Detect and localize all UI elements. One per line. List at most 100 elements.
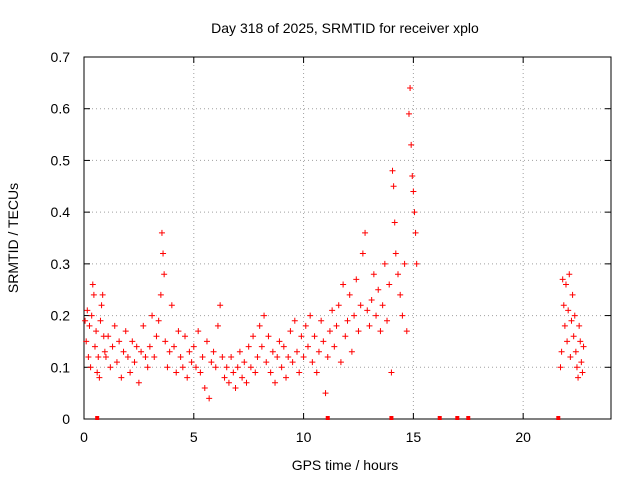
data-point [381,260,388,267]
data-point [329,307,336,314]
data-point [407,85,414,92]
data-point [243,379,250,386]
data-point [411,209,418,216]
data-point [573,364,580,371]
data-point [370,271,377,278]
data-point [265,333,272,340]
data-point [392,250,399,257]
data-point [157,291,164,298]
data-point [160,250,167,257]
data-point [171,343,178,350]
data-point [557,364,564,371]
data-point [135,379,142,386]
data-point [320,338,327,345]
data-point [201,384,208,391]
data-point [95,353,102,360]
data-point [357,302,364,309]
data-point [561,322,568,329]
data-point [355,328,362,335]
data-point [236,348,243,355]
data-point [166,348,173,355]
data-point [217,302,224,309]
data-point [149,312,156,319]
data-point [399,312,406,319]
data-point [567,353,574,360]
data-point [175,328,182,335]
data-point [315,348,322,355]
data-point [225,379,232,386]
zero-marker [455,416,460,420]
data-point [230,369,237,376]
y-tick-label: 0.1 [51,359,71,375]
data-point [283,374,290,381]
data-point [155,317,162,324]
data-point [576,322,583,329]
data-point [177,353,184,360]
data-point [362,229,369,236]
data-point [331,343,338,350]
data-point [326,328,333,335]
data-point [397,291,404,298]
data-point [386,281,393,288]
data-point [228,353,235,360]
data-points [82,85,587,420]
data-point [210,348,217,355]
data-point [206,395,213,402]
data-point [324,353,331,360]
data-point [348,348,355,355]
data-point [102,353,109,360]
data-point [559,276,566,283]
data-point [164,364,171,371]
data-point [138,348,145,355]
y-tick-label: 0.4 [51,204,71,220]
data-point [579,369,586,376]
data-point [313,369,320,376]
zero-marker [466,416,471,420]
data-point [85,353,92,360]
data-point [405,110,412,117]
y-tick-label: 0.6 [51,101,71,117]
data-point [318,317,325,324]
data-point [389,167,396,174]
data-point [274,353,281,360]
data-point [375,286,382,293]
data-point [84,307,91,314]
data-point [366,322,373,329]
zero-marker [389,416,394,420]
data-point [186,348,193,355]
data-point [146,343,153,350]
data-point [364,307,371,314]
data-point [379,302,386,309]
data-point [337,359,344,366]
data-point [168,302,175,309]
data-point [384,317,391,324]
y-tick-label: 0.7 [51,49,71,65]
data-point [307,312,314,319]
data-point [101,348,108,355]
data-point [144,364,151,371]
data-point [162,338,169,345]
data-point [403,328,410,335]
data-point [388,369,395,376]
data-point [221,374,228,381]
data-point [373,312,380,319]
data-point [199,353,206,360]
data-point [296,369,303,376]
data-point [131,359,138,366]
data-point [94,369,101,376]
data-point [133,343,140,350]
data-point [558,348,565,355]
data-point [391,219,398,226]
data-point [116,338,123,345]
data-point [256,322,263,329]
data-point [223,364,230,371]
x-tick-label: 5 [190,429,198,445]
data-point [410,188,417,195]
data-point [572,348,579,355]
data-point [287,328,294,335]
data-point [234,364,241,371]
data-point [570,333,577,340]
data-point [142,353,149,360]
data-point [127,369,134,376]
